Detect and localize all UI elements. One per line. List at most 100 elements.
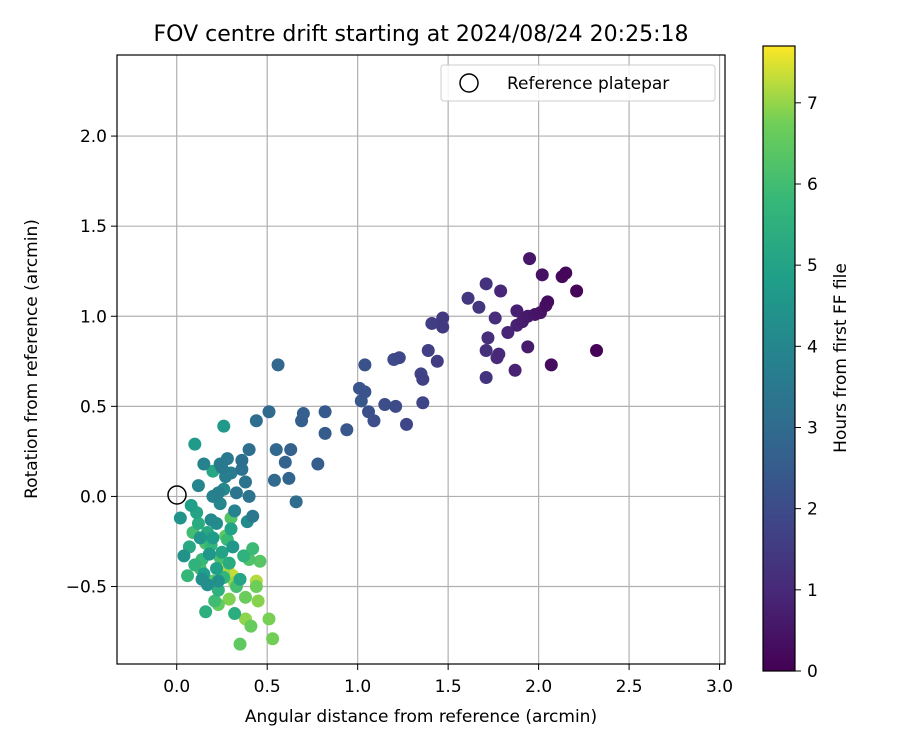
scatter-point: [177, 549, 191, 563]
scatter-point: [235, 462, 249, 476]
y-tick-label: 2.0: [80, 127, 107, 147]
scatter-point: [271, 358, 285, 372]
legend: Reference platepar: [440, 64, 716, 102]
scatter-point: [197, 457, 211, 471]
scatter-point: [400, 417, 414, 431]
scatter-point: [246, 542, 260, 556]
scatter-point: [523, 252, 537, 266]
scatter-point: [570, 284, 584, 298]
scatter-point: [392, 351, 406, 365]
x-tick-label: 0.0: [163, 677, 190, 697]
scatter-point: [211, 583, 225, 597]
scatter-point: [358, 385, 372, 399]
scatter-point: [481, 331, 495, 345]
scatter-point: [249, 580, 263, 594]
legend-box: [440, 64, 716, 102]
scatter-point: [544, 358, 558, 372]
scatter-point: [220, 452, 234, 466]
scatter-point: [318, 426, 332, 440]
scatter-point: [217, 419, 231, 433]
scatter-point: [559, 266, 573, 280]
scatter-point: [233, 572, 247, 586]
scatter-point: [215, 545, 229, 559]
colorbar-tick-label: 1: [807, 581, 818, 601]
colorbar-tick-label: 6: [807, 175, 818, 195]
y-tick-label: 0.0: [80, 487, 107, 507]
scatter-point: [436, 320, 450, 334]
scatter-point: [416, 372, 430, 386]
scatter-point: [229, 486, 243, 500]
colorbar-tick-label: 5: [807, 256, 818, 276]
scatter-point: [173, 511, 187, 525]
y-axis-ticks: −0.5 0.0 0.5 1.0 1.5 2.0: [66, 127, 117, 598]
scatter-point: [188, 558, 202, 572]
scatter-point: [521, 340, 535, 354]
scatter-point: [262, 612, 276, 626]
scatter-point: [181, 569, 195, 583]
scatter-point: [228, 607, 242, 621]
x-tick-label: 1.5: [435, 677, 462, 697]
scatter-point: [193, 531, 207, 545]
scatter-point: [237, 549, 251, 563]
scatter-point: [267, 473, 281, 487]
scatter-point: [472, 300, 486, 314]
scatter-point: [425, 316, 439, 330]
scatter-point: [211, 574, 225, 588]
scatter-point: [184, 498, 198, 512]
scatter-point: [479, 371, 493, 385]
scatter-point: [494, 284, 508, 298]
scatter-point: [367, 414, 381, 428]
scatter-point: [541, 295, 555, 309]
scatter-point: [282, 471, 296, 485]
scatter-point: [479, 277, 493, 291]
scatter-point: [251, 594, 265, 608]
scatter-point: [510, 304, 524, 318]
scatter-point: [311, 457, 325, 471]
scatter-point: [222, 592, 236, 606]
chart-title: FOV centre drift starting at 2024/08/24 …: [154, 22, 689, 47]
colorbar-label: Hours from first FF file: [831, 263, 851, 453]
scatter-point: [222, 556, 236, 570]
x-tick-label: 0.5: [254, 677, 281, 697]
scatter-point: [501, 325, 515, 339]
scatter-point: [266, 632, 280, 646]
y-tick-label: 1.0: [80, 307, 107, 327]
y-tick-label: 1.5: [80, 217, 107, 237]
scatter-point: [269, 443, 283, 457]
scatter-point: [492, 347, 506, 361]
legend-label-reference-platepar: Reference platepar: [507, 74, 669, 94]
y-tick-label: 0.5: [80, 397, 107, 417]
scatter-point: [191, 479, 205, 493]
scatter-point: [246, 509, 260, 523]
scatter-point: [253, 554, 267, 568]
scatter-point: [199, 605, 213, 619]
colorbar-tick-label: 4: [807, 337, 818, 357]
scatter-point: [508, 363, 522, 377]
scatter-point: [210, 562, 224, 576]
x-axis-ticks: 0.0 0.5 1.0 1.5 2.0 2.5 3.0: [163, 664, 733, 697]
scatter-point: [238, 590, 252, 604]
scatter-point: [211, 486, 225, 500]
scatter-point: [296, 407, 310, 421]
scatter-point: [318, 405, 332, 419]
scatter-point: [416, 396, 430, 410]
scatter-point: [188, 437, 202, 451]
scatter-point: [242, 489, 256, 503]
scatter-point: [235, 453, 249, 467]
legend-marker-icon: [459, 73, 479, 93]
data-points: [173, 252, 604, 651]
scatter-point: [204, 513, 218, 527]
colorbar-tick-label: 2: [807, 500, 818, 520]
scatter-point: [191, 516, 205, 530]
colorbar-tick-label: 3: [807, 418, 818, 438]
scatter-point: [436, 311, 450, 325]
scatter-point: [389, 399, 403, 413]
scatter-point: [249, 414, 263, 428]
scatter-point: [228, 504, 242, 518]
colorbar: [762, 45, 796, 672]
scatter-point: [488, 311, 502, 325]
grid-lines: [117, 55, 725, 664]
x-tick-label: 2.5: [616, 677, 643, 697]
scatter-point: [358, 358, 372, 372]
